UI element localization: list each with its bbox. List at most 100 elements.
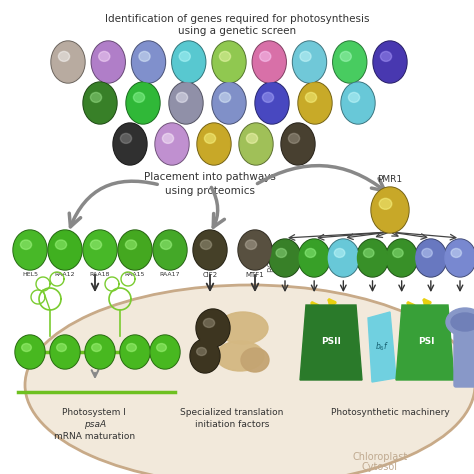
Ellipse shape <box>357 240 388 276</box>
Ellipse shape <box>416 240 446 276</box>
Ellipse shape <box>83 82 117 124</box>
Ellipse shape <box>190 339 220 373</box>
Ellipse shape <box>156 124 188 164</box>
Ellipse shape <box>120 335 150 369</box>
Ellipse shape <box>212 41 246 83</box>
Text: MTF1: MTF1 <box>246 272 264 278</box>
Ellipse shape <box>56 344 66 352</box>
Ellipse shape <box>163 133 173 144</box>
Ellipse shape <box>253 42 285 82</box>
Ellipse shape <box>198 124 230 164</box>
Ellipse shape <box>154 231 186 269</box>
Ellipse shape <box>216 341 264 371</box>
Ellipse shape <box>113 123 147 165</box>
Polygon shape <box>396 305 454 380</box>
Ellipse shape <box>49 231 81 269</box>
Ellipse shape <box>219 92 230 102</box>
Ellipse shape <box>328 239 359 277</box>
Ellipse shape <box>121 336 149 368</box>
Text: psaA: psaA <box>84 420 106 429</box>
Ellipse shape <box>364 248 374 257</box>
Ellipse shape <box>120 133 132 144</box>
Ellipse shape <box>340 51 351 62</box>
Ellipse shape <box>444 239 474 277</box>
Ellipse shape <box>155 123 189 165</box>
Ellipse shape <box>292 41 327 83</box>
Ellipse shape <box>263 92 273 102</box>
Ellipse shape <box>213 83 245 123</box>
Ellipse shape <box>203 319 215 328</box>
Ellipse shape <box>83 230 117 270</box>
Ellipse shape <box>445 240 474 276</box>
Polygon shape <box>300 305 362 380</box>
Text: Cytosol: Cytosol <box>362 462 398 472</box>
Ellipse shape <box>298 82 332 124</box>
Ellipse shape <box>91 240 101 249</box>
Text: PSII: PSII <box>321 337 341 346</box>
Ellipse shape <box>256 83 288 123</box>
Ellipse shape <box>293 42 326 82</box>
Ellipse shape <box>299 83 331 123</box>
Ellipse shape <box>269 239 301 277</box>
Ellipse shape <box>150 335 180 369</box>
Ellipse shape <box>153 230 187 270</box>
Ellipse shape <box>212 82 246 124</box>
Ellipse shape <box>342 83 374 123</box>
Ellipse shape <box>176 92 188 102</box>
Ellipse shape <box>373 41 407 83</box>
Ellipse shape <box>239 231 271 269</box>
Ellipse shape <box>276 248 286 257</box>
Text: Photosynthetic machinery: Photosynthetic machinery <box>331 408 449 417</box>
Text: RAA12: RAA12 <box>55 272 75 277</box>
Ellipse shape <box>451 248 462 257</box>
Ellipse shape <box>197 123 231 165</box>
Ellipse shape <box>133 92 145 102</box>
Text: mRNA maturation: mRNA maturation <box>55 432 136 441</box>
Text: using a genetic screen: using a genetic screen <box>178 26 296 36</box>
Ellipse shape <box>392 248 403 257</box>
Ellipse shape <box>114 124 146 164</box>
Ellipse shape <box>51 336 79 368</box>
Ellipse shape <box>341 82 375 124</box>
Ellipse shape <box>282 124 314 164</box>
Ellipse shape <box>127 83 159 123</box>
Text: PSI: PSI <box>418 337 434 346</box>
Text: Chloroplast: Chloroplast <box>352 452 408 462</box>
Ellipse shape <box>300 51 311 62</box>
Ellipse shape <box>48 230 82 270</box>
Ellipse shape <box>415 239 447 277</box>
Ellipse shape <box>288 133 300 144</box>
Ellipse shape <box>386 239 418 277</box>
Text: Identification of genes required for photosynthesis: Identification of genes required for pho… <box>105 14 369 24</box>
Ellipse shape <box>379 198 392 210</box>
Text: $b_6f$: $b_6f$ <box>375 341 389 353</box>
Ellipse shape <box>270 240 300 276</box>
Ellipse shape <box>13 230 47 270</box>
Ellipse shape <box>131 41 165 83</box>
Text: RAA18: RAA18 <box>90 272 110 277</box>
Ellipse shape <box>371 187 409 233</box>
Ellipse shape <box>387 240 417 276</box>
Ellipse shape <box>191 340 219 372</box>
Ellipse shape <box>126 240 137 249</box>
Ellipse shape <box>246 240 256 249</box>
Ellipse shape <box>299 240 329 276</box>
Ellipse shape <box>374 42 406 82</box>
Ellipse shape <box>91 41 125 83</box>
Ellipse shape <box>126 82 160 124</box>
Ellipse shape <box>91 92 101 102</box>
Ellipse shape <box>16 336 44 368</box>
Ellipse shape <box>260 51 271 62</box>
Ellipse shape <box>204 133 216 144</box>
Ellipse shape <box>381 51 392 62</box>
Text: HEL5: HEL5 <box>22 272 38 277</box>
Ellipse shape <box>422 248 432 257</box>
Ellipse shape <box>118 230 152 270</box>
Text: CIF2: CIF2 <box>202 272 218 278</box>
Ellipse shape <box>218 312 268 344</box>
Ellipse shape <box>127 344 137 352</box>
Text: PMR1: PMR1 <box>377 175 402 184</box>
Ellipse shape <box>446 308 474 336</box>
Text: RAA15: RAA15 <box>125 272 145 277</box>
Ellipse shape <box>84 83 116 123</box>
